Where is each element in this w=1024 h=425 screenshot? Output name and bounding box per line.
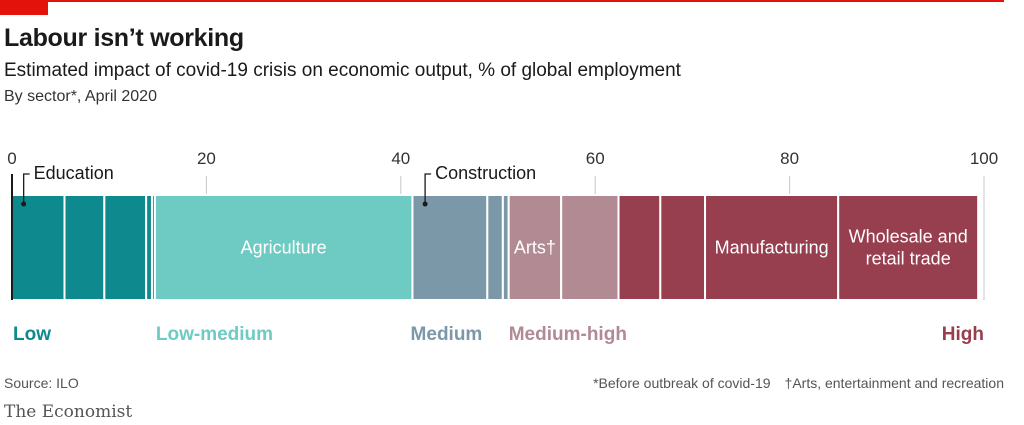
segment-label: Agriculture — [241, 238, 327, 258]
bar-segment — [837, 194, 980, 301]
tick-label: 80 — [780, 149, 799, 168]
segment-label: Wholesale and retail trade — [849, 227, 968, 269]
callout-label: Construction — [435, 163, 536, 183]
callout-dot — [422, 201, 428, 207]
category-label-group: Low Low-medium Medium Medium-high High — [13, 324, 984, 345]
segment-label: Arts† — [514, 238, 556, 258]
footnote-before: *Before outbreak of covid-19 — [593, 375, 771, 391]
footnote-arts: †Arts, entertainment and recreation — [784, 375, 1004, 391]
bar-segment — [103, 194, 148, 301]
bar-segment — [486, 194, 504, 301]
tick-label: 100 — [970, 149, 998, 168]
category-label: Low — [13, 324, 51, 345]
callout-leader — [23, 173, 30, 204]
chart-title: Labour isn’t working — [4, 24, 244, 52]
bar-segment — [153, 194, 414, 301]
callout-label: Education — [34, 163, 114, 183]
chart-subtitle: Estimated impact of covid-19 crisis on e… — [4, 60, 681, 81]
bar-segment — [507, 194, 563, 301]
footnotes: *Before outbreak of covid-19 †Arts, enter… — [579, 375, 1004, 391]
tick-label: 0 — [7, 149, 16, 168]
brand-name: The Economist — [4, 402, 133, 422]
source-note: Source: ILO — [4, 375, 79, 391]
top-rule — [0, 0, 1004, 2]
bar-group: Agriculture Arts† Manufacturing Wholesale a… — [11, 174, 980, 301]
chart-byline: By sector*, April 2020 — [4, 88, 157, 105]
tick-label: 40 — [391, 149, 410, 168]
bar-segment — [411, 194, 489, 301]
stacked-bar-chart: 0 20 40 60 80 100 Agriculture Arts† Manufacturi… — [7, 149, 998, 345]
callout-group: Education Construction — [21, 163, 536, 207]
bar-segment — [659, 194, 707, 301]
bar-segment — [63, 194, 106, 301]
tick-label: 60 — [586, 149, 605, 168]
brand-tag — [0, 0, 48, 15]
bar-segment — [560, 194, 620, 301]
category-label: Low-medium — [156, 324, 273, 345]
bar-segment — [11, 194, 66, 301]
bar-segment — [704, 194, 840, 301]
bar-segment — [617, 194, 662, 301]
callout-dot — [21, 201, 27, 207]
category-label: Medium — [411, 324, 483, 345]
tick-label: 20 — [197, 149, 216, 168]
segment-label: Manufacturing — [715, 238, 829, 258]
callout-leader — [424, 173, 432, 204]
category-label: Medium-high — [509, 324, 627, 345]
category-label: High — [942, 324, 984, 345]
